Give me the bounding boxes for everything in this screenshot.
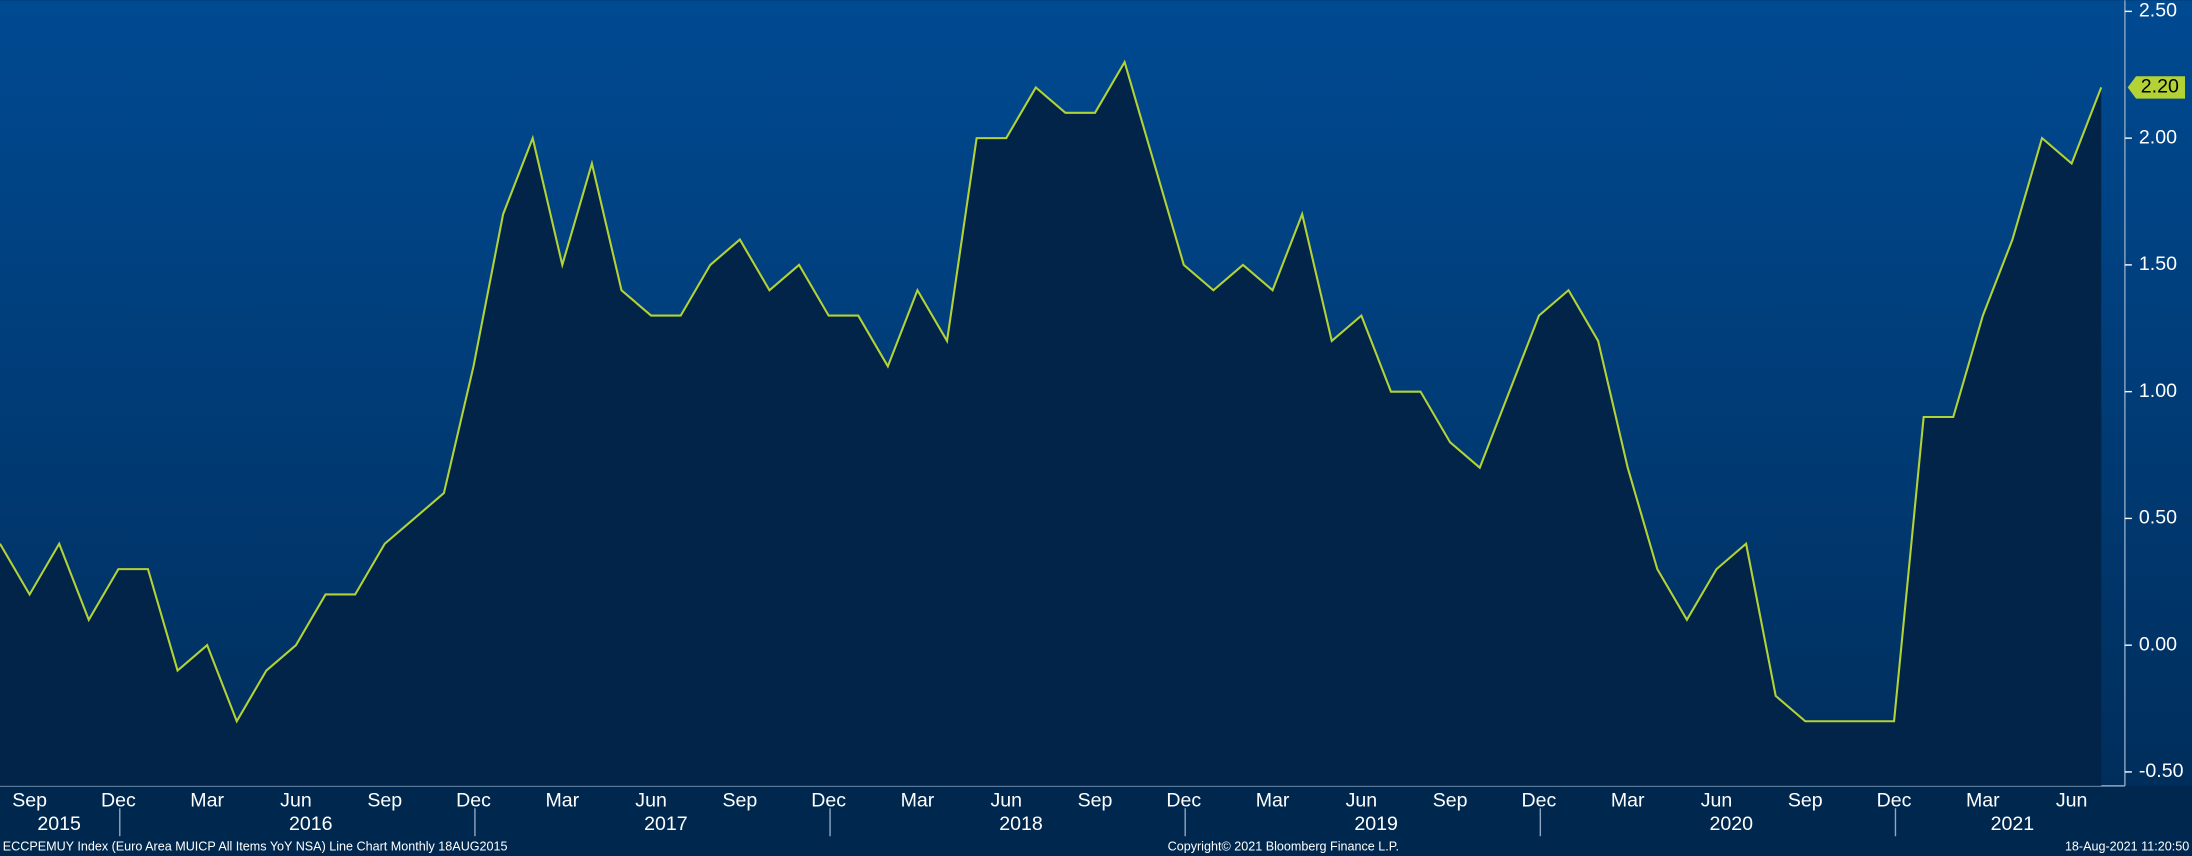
year-label: 2021 [1991,813,2035,835]
y-tick-label: 2.00 [2139,126,2177,148]
x-tick-label: Mar [1611,789,1645,811]
year-label: 2016 [289,813,333,835]
y-tick-label: 0.50 [2139,507,2177,529]
x-tick-label: Jun [2056,789,2088,811]
x-tick-label: Jun [635,789,667,811]
last-value-label: 2.20 [2141,76,2179,98]
x-tick-label: Jun [1346,789,1378,811]
x-tick-label: Mar [1966,789,2000,811]
x-tick-label: Sep [367,789,402,811]
y-tick-label: 1.50 [2139,253,2177,275]
x-tick-label: Jun [280,789,312,811]
x-tick-label: Sep [722,789,757,811]
last-value-tag [2127,76,2186,99]
y-tick-label: -0.50 [2139,760,2184,782]
y-tick-label: 1.00 [2139,380,2177,402]
x-tick-label: Mar [1256,789,1290,811]
y-tick-label: 0.00 [2139,633,2177,655]
year-label: 2015 [37,813,81,835]
x-tick-label: Jun [1701,789,1733,811]
year-label: 2019 [1354,813,1398,835]
x-tick-label: Sep [1788,789,1823,811]
footer-right: 18-Aug-2021 11:20:50 [2065,840,2189,854]
x-tick-label: Dec [1522,789,1557,811]
x-tick-label: Dec [1877,789,1912,811]
year-label: 2017 [644,813,688,835]
x-tick-label: Jun [990,789,1022,811]
x-tick-label: Dec [811,789,846,811]
x-tick-label: Dec [1166,789,1201,811]
footer-left: ECCPEMUY Index (Euro Area MUICP All Item… [3,840,508,854]
y-tick-label: 2.50 [2139,0,2177,22]
area [0,62,2102,786]
x-tick-label: Mar [545,789,579,811]
line [0,59,2103,724]
x-tick-label: Mar [190,789,224,811]
year-label: 2020 [1710,813,1754,835]
year-label: 2018 [999,813,1043,835]
axis-background [0,785,2192,856]
x-tick-label: Dec [456,789,491,811]
x-tick-label: Sep [1078,789,1113,811]
x-tick-label: Sep [1433,789,1468,811]
x-tick-label: Dec [101,789,136,811]
x-tick-label: Sep [12,789,47,811]
x-tick-label: Mar [901,789,935,811]
footer-center: Copyright© 2021 Bloomberg Finance L.P. [1168,840,1399,854]
